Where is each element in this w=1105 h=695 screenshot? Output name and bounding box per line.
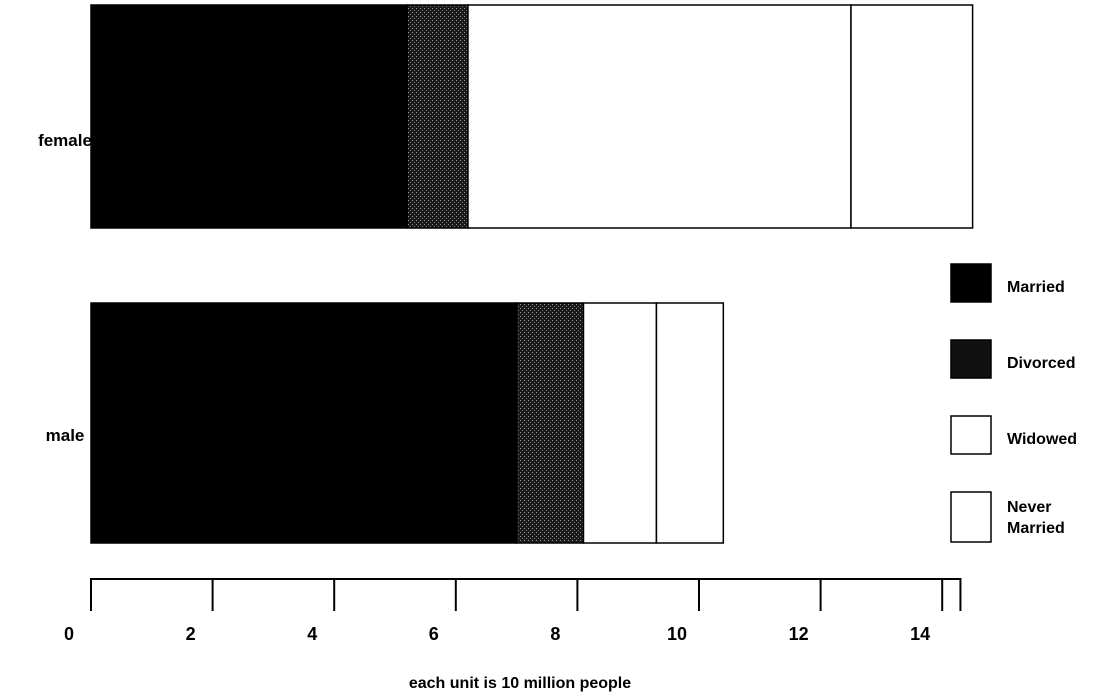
legend-label-married: Married	[1007, 279, 1065, 296]
legend-label-divorced: Divorced	[1007, 355, 1075, 372]
category-label-female: female	[38, 131, 92, 150]
x-tick-label-0: 0	[64, 624, 74, 644]
bar-male-married	[90, 302, 518, 544]
legend-label-never-married: Never Married	[1007, 499, 1065, 537]
legend-swatch-married	[950, 263, 992, 303]
x-tick-label-12: 12	[789, 624, 809, 644]
legend: Married Divorced Widowed Never Married	[950, 263, 1077, 543]
legend-swatch-never-married	[950, 491, 992, 543]
bars-group	[90, 4, 974, 544]
x-tick-label-4: 4	[307, 624, 317, 644]
bar-male-divorced	[515, 302, 585, 544]
bar-female-divorced	[406, 4, 469, 229]
x-tick-label-8: 8	[550, 624, 560, 644]
bar-female-married	[90, 4, 408, 229]
bar-female-never-married	[850, 4, 974, 229]
legend-swatch-widowed	[950, 415, 992, 455]
legend-label-widowed: Widowed	[1007, 431, 1077, 448]
bar-female-widowed	[467, 4, 852, 229]
x-axis: 0 2 4 6 8 10 12 14	[64, 578, 962, 644]
x-tick-label-14: 14	[910, 624, 930, 644]
x-tick-label-6: 6	[429, 624, 439, 644]
bar-male-never-married	[655, 302, 725, 544]
legend-swatch-divorced	[950, 339, 992, 379]
x-tick-label-10: 10	[667, 624, 687, 644]
category-label-male: male	[46, 426, 85, 445]
x-tick-label-2: 2	[186, 624, 196, 644]
category-labels: female male	[38, 131, 92, 445]
bar-male-widowed	[582, 302, 658, 544]
x-axis-label: each unit is 10 million people	[409, 675, 631, 692]
